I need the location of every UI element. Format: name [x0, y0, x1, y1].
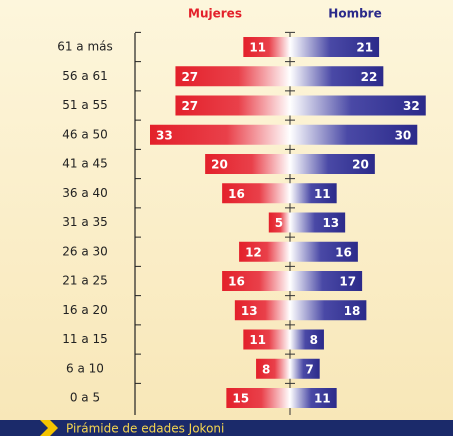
y-tick-label: 36 a 40 — [62, 186, 108, 200]
bar — [239, 241, 290, 262]
bar — [290, 300, 367, 321]
data-label: 11 — [314, 187, 331, 201]
bar — [150, 124, 290, 145]
y-tick-label: 26 a 30 — [62, 244, 108, 258]
data-label: 12 — [245, 245, 262, 259]
bar — [290, 183, 337, 204]
data-label: 21 — [356, 41, 373, 55]
bar — [205, 154, 290, 174]
data-label: 11 — [249, 333, 266, 347]
y-tick-label: 46 a 50 — [62, 127, 108, 141]
data-label: 18 — [344, 304, 361, 318]
bar — [234, 300, 290, 321]
footer-title: Pirámide de edades Jokoni — [66, 422, 224, 436]
bar — [290, 329, 324, 350]
y-tick-label: 16 a 20 — [62, 303, 108, 317]
y-tick-label: 11 a 15 — [62, 332, 108, 346]
data-label: 11 — [314, 392, 331, 406]
bar — [290, 388, 337, 408]
data-label: 8 — [262, 362, 270, 376]
bar — [226, 388, 290, 408]
bar — [268, 212, 290, 233]
y-tick-label: 21 a 25 — [62, 274, 108, 288]
footer-bar — [0, 420, 453, 436]
data-label: 20 — [211, 158, 228, 172]
data-label: 16 — [228, 187, 245, 201]
y-tick-label: 31 a 35 — [62, 215, 108, 229]
bar — [243, 329, 290, 350]
bar — [175, 95, 290, 116]
data-label: 15 — [232, 392, 249, 406]
data-label: 27 — [181, 70, 198, 84]
bar — [290, 241, 358, 262]
chevron — [40, 420, 58, 436]
data-label: 13 — [322, 216, 339, 230]
bar — [290, 95, 426, 116]
data-label: 32 — [403, 99, 420, 113]
legend-label: Mujeres — [188, 7, 242, 21]
bar — [290, 124, 418, 145]
y-tick-label: 51 a 55 — [62, 98, 108, 112]
data-label: 8 — [310, 333, 318, 347]
bar — [256, 358, 290, 379]
data-label: 22 — [361, 70, 378, 84]
data-label: 16 — [335, 245, 352, 259]
bar — [222, 183, 290, 204]
background — [0, 0, 453, 420]
y-tick-label: 61 a más — [57, 40, 113, 54]
data-label: 7 — [305, 362, 313, 376]
bar — [222, 271, 290, 291]
data-label: 20 — [352, 158, 369, 172]
bar — [290, 271, 363, 291]
y-tick-label: 41 a 45 — [62, 157, 108, 171]
bar — [290, 66, 384, 87]
bar — [243, 37, 290, 57]
data-label: 5 — [275, 216, 283, 230]
data-label: 33 — [156, 128, 173, 142]
bar — [290, 358, 320, 379]
data-label: 27 — [181, 99, 198, 113]
y-tick-label: 6 a 10 — [66, 361, 104, 375]
data-label: 17 — [339, 275, 356, 289]
bar — [290, 154, 375, 174]
bar — [290, 212, 346, 233]
data-label: 16 — [228, 275, 245, 289]
y-tick-label: 0 a 5 — [70, 391, 100, 405]
legend-label: Hombre — [328, 7, 381, 21]
bar — [175, 66, 290, 87]
y-tick-label: 56 a 61 — [62, 69, 108, 83]
data-label: 11 — [249, 41, 266, 55]
data-label: 30 — [395, 128, 412, 142]
data-label: 13 — [241, 304, 258, 318]
bar — [290, 37, 380, 57]
